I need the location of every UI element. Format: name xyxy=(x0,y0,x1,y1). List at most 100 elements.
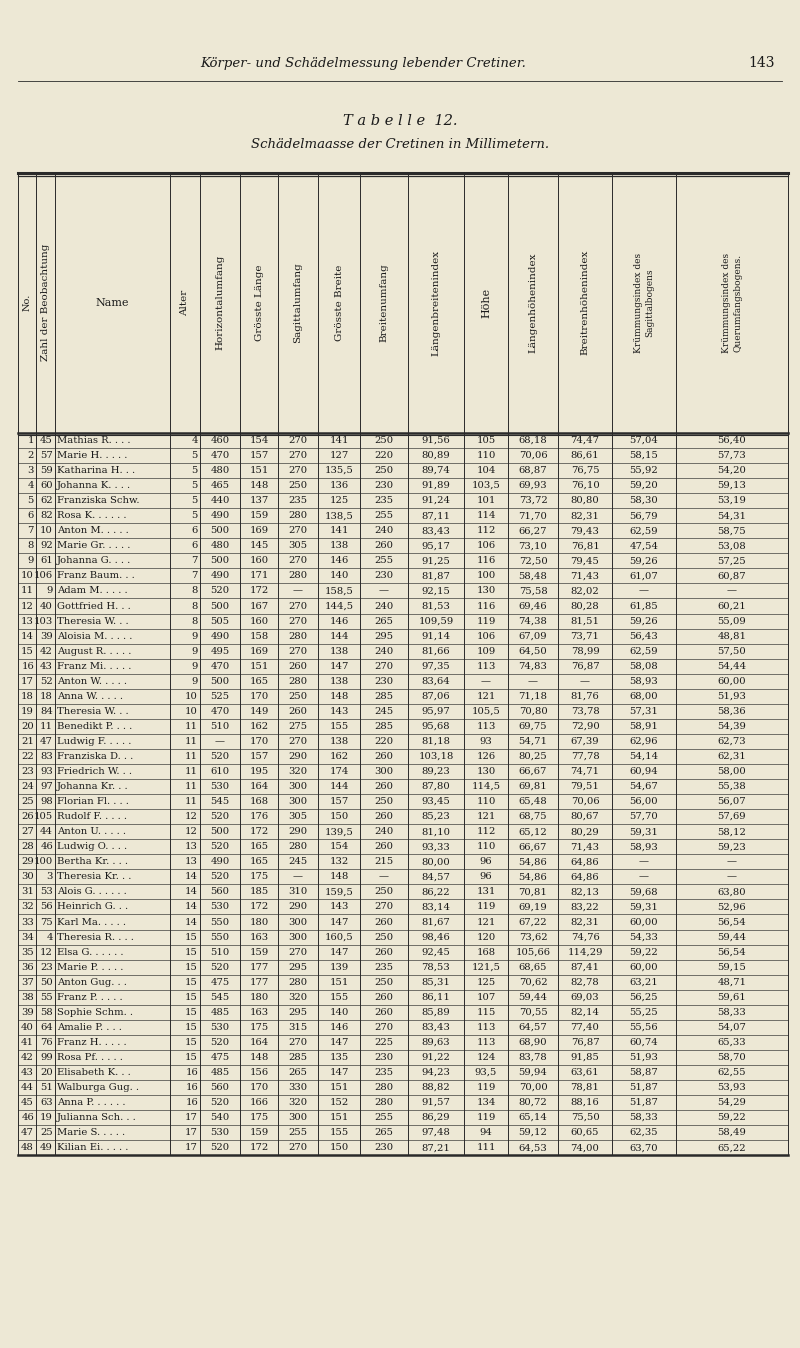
Text: 520: 520 xyxy=(210,811,230,821)
Text: —: — xyxy=(727,586,737,596)
Text: 9: 9 xyxy=(192,677,198,686)
Text: 15: 15 xyxy=(185,962,198,972)
Text: 63,21: 63,21 xyxy=(630,977,658,987)
Text: 62,55: 62,55 xyxy=(718,1068,746,1077)
Text: Anton M. . . . .: Anton M. . . . . xyxy=(57,526,129,535)
Text: 490: 490 xyxy=(210,511,230,520)
Text: 49: 49 xyxy=(40,1143,53,1153)
Text: 47: 47 xyxy=(40,737,53,745)
Text: 75,50: 75,50 xyxy=(570,1113,599,1122)
Text: 54,86: 54,86 xyxy=(518,872,547,882)
Text: 59,26: 59,26 xyxy=(630,557,658,565)
Text: 176: 176 xyxy=(250,811,269,821)
Text: 76,75: 76,75 xyxy=(570,466,599,474)
Text: 235: 235 xyxy=(374,496,394,506)
Text: 57,25: 57,25 xyxy=(718,557,746,565)
Text: 4: 4 xyxy=(191,435,198,445)
Text: 146: 146 xyxy=(330,1023,349,1031)
Text: 110: 110 xyxy=(476,842,496,852)
Text: 105,66: 105,66 xyxy=(515,948,550,957)
Text: 11: 11 xyxy=(185,797,198,806)
Text: 63: 63 xyxy=(40,1099,53,1107)
Text: 158,5: 158,5 xyxy=(325,586,354,596)
Text: 113: 113 xyxy=(476,1038,496,1047)
Text: 164: 164 xyxy=(250,782,269,791)
Text: 93: 93 xyxy=(40,767,53,776)
Text: 475: 475 xyxy=(210,1053,230,1062)
Text: Theresia W. . .: Theresia W. . . xyxy=(57,706,129,716)
Text: 4: 4 xyxy=(46,933,53,941)
Text: 13: 13 xyxy=(185,842,198,852)
Text: 260: 260 xyxy=(374,842,394,852)
Text: 500: 500 xyxy=(210,828,230,836)
Text: 70,81: 70,81 xyxy=(518,887,547,896)
Text: Franz Mi. . . . .: Franz Mi. . . . . xyxy=(57,662,131,671)
Text: 162: 162 xyxy=(250,723,269,731)
Text: 56,79: 56,79 xyxy=(630,511,658,520)
Text: 83,43: 83,43 xyxy=(422,1023,450,1031)
Text: 51: 51 xyxy=(40,1082,53,1092)
Text: 60,00: 60,00 xyxy=(718,677,746,686)
Text: 235: 235 xyxy=(374,962,394,972)
Text: Grösste Länge: Grösste Länge xyxy=(254,264,263,341)
Text: 70,06: 70,06 xyxy=(518,452,547,460)
Text: 85,89: 85,89 xyxy=(422,1008,450,1016)
Text: 36: 36 xyxy=(22,962,34,972)
Text: 115: 115 xyxy=(476,1008,496,1016)
Text: 160,5: 160,5 xyxy=(325,933,354,941)
Text: 53,19: 53,19 xyxy=(718,496,746,506)
Text: 93,45: 93,45 xyxy=(422,797,450,806)
Text: 16: 16 xyxy=(22,662,34,671)
Text: 520: 520 xyxy=(210,1143,230,1153)
Text: 51,87: 51,87 xyxy=(630,1082,658,1092)
Text: 15: 15 xyxy=(185,1008,198,1016)
Text: Schädelmaasse der Cretinen in Millimetern.: Schädelmaasse der Cretinen in Millimeter… xyxy=(251,137,549,151)
Text: Körper- und Schädelmessung lebender Cretiner.: Körper- und Schädelmessung lebender Cret… xyxy=(200,57,526,70)
Text: 100: 100 xyxy=(34,857,53,867)
Text: 69,81: 69,81 xyxy=(518,782,547,791)
Text: 91,25: 91,25 xyxy=(422,557,450,565)
Text: 86,61: 86,61 xyxy=(570,452,599,460)
Text: 82,02: 82,02 xyxy=(570,586,599,596)
Text: 39: 39 xyxy=(40,632,53,640)
Text: 159: 159 xyxy=(250,511,269,520)
Text: 505: 505 xyxy=(210,616,230,625)
Text: 12: 12 xyxy=(185,828,198,836)
Text: 114,5: 114,5 xyxy=(471,782,501,791)
Text: August R. . . . .: August R. . . . . xyxy=(57,647,131,655)
Text: 41: 41 xyxy=(21,1038,34,1047)
Text: 15: 15 xyxy=(185,992,198,1002)
Text: 185: 185 xyxy=(250,887,269,896)
Text: 62,59: 62,59 xyxy=(630,647,658,655)
Text: 16: 16 xyxy=(186,1099,198,1107)
Text: 1: 1 xyxy=(27,435,34,445)
Text: 255: 255 xyxy=(289,1128,307,1138)
Text: 215: 215 xyxy=(374,857,394,867)
Text: Breitenumfang: Breitenumfang xyxy=(379,263,389,342)
Text: 81,51: 81,51 xyxy=(570,616,599,625)
Text: —: — xyxy=(293,872,303,882)
Text: 40: 40 xyxy=(21,1023,34,1031)
Text: 520: 520 xyxy=(210,1099,230,1107)
Text: 270: 270 xyxy=(374,1023,394,1031)
Text: 83,64: 83,64 xyxy=(422,677,450,686)
Text: 147: 147 xyxy=(330,948,349,957)
Text: 520: 520 xyxy=(210,962,230,972)
Text: 520: 520 xyxy=(210,1038,230,1047)
Text: 260: 260 xyxy=(289,662,307,671)
Text: 59,94: 59,94 xyxy=(518,1068,547,1077)
Text: 138: 138 xyxy=(330,542,349,550)
Text: 20: 20 xyxy=(40,1068,53,1077)
Text: 58,49: 58,49 xyxy=(718,1128,746,1138)
Text: Julianna Sch. . .: Julianna Sch. . . xyxy=(57,1113,137,1122)
Text: 68,90: 68,90 xyxy=(518,1038,547,1047)
Text: 260: 260 xyxy=(374,948,394,957)
Text: 147: 147 xyxy=(330,1038,349,1047)
Text: —: — xyxy=(293,586,303,596)
Text: 146: 146 xyxy=(330,616,349,625)
Text: 92,45: 92,45 xyxy=(422,948,450,957)
Text: 66,67: 66,67 xyxy=(519,767,547,776)
Text: 270: 270 xyxy=(289,452,307,460)
Text: 83: 83 xyxy=(40,752,53,762)
Text: 94: 94 xyxy=(479,1128,493,1138)
